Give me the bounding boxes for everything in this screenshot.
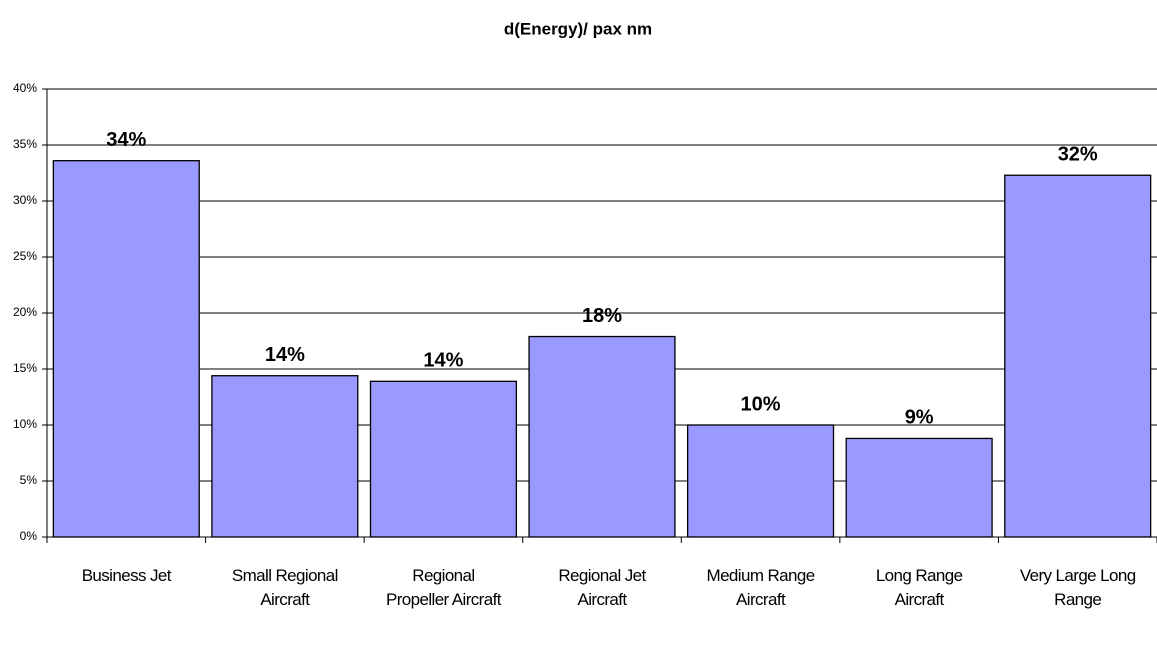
x-tick-label: Small Regional Aircraft <box>231 566 339 609</box>
y-tick-label: 0% <box>20 529 38 543</box>
bar <box>686 424 835 538</box>
data-label: 18% <box>582 305 622 327</box>
y-tick-label: 40% <box>13 81 37 95</box>
chart-title: d(Energy)/ pax nm <box>504 19 652 38</box>
data-label: 9% <box>905 407 934 429</box>
x-tick-label: Medium Range Aircraft <box>706 566 816 609</box>
data-label: 34% <box>106 129 146 151</box>
y-tick-label: 30% <box>13 193 37 207</box>
y-tick-label: 5% <box>20 473 38 487</box>
y-tick-label: 20% <box>13 305 37 319</box>
data-label: 10% <box>741 393 781 415</box>
y-tick-label: 35% <box>13 137 37 151</box>
x-tick-label: Business Jet <box>81 566 172 585</box>
bar <box>369 380 518 538</box>
bar <box>211 375 359 538</box>
data-label: 14% <box>265 344 305 366</box>
y-tick-label: 10% <box>13 417 37 431</box>
bar <box>1004 174 1152 538</box>
bar <box>845 437 993 538</box>
x-tick-label: Long Range Aircraft <box>875 566 963 609</box>
x-tick-label: Regional Propeller Aircraft <box>385 566 501 609</box>
y-tick-label: 15% <box>13 361 37 375</box>
data-label: 32% <box>1058 144 1098 166</box>
x-tick-label: Very Large Long Range <box>1019 566 1136 609</box>
data-label: 14% <box>423 350 463 372</box>
bar <box>52 160 200 538</box>
x-tick-label: Regional Jet Aircraft <box>558 566 646 609</box>
y-tick-label: 25% <box>13 249 37 263</box>
bar <box>528 335 676 538</box>
